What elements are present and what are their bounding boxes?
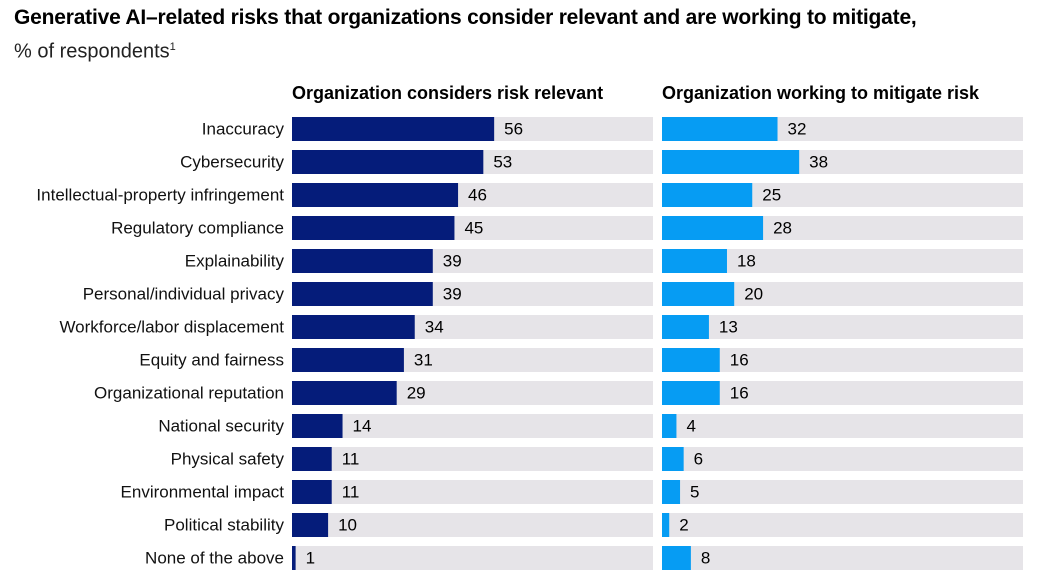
category-label-inaccuracy: Inaccuracy (202, 120, 285, 139)
bar-s1-intellectual-property-infringement (292, 183, 459, 207)
category-label-personal-individual-privacy: Personal/individual privacy (83, 285, 285, 304)
data-label-s1-physical-safety: 11 (342, 450, 360, 469)
data-label-s1-none-of-the-above: 1 (306, 549, 315, 568)
category-label-national-security: National security (158, 417, 284, 436)
bar-track-s1-physical-safety (292, 447, 653, 471)
category-label-regulatory-compliance: Regulatory compliance (111, 219, 284, 238)
data-label-s2-workforce-labor-displacement: 13 (719, 318, 738, 337)
data-label-s2-environmental-impact: 5 (690, 483, 699, 502)
bar-s2-intellectual-property-infringement (662, 183, 753, 207)
bar-s2-workforce-labor-displacement (662, 315, 709, 339)
bar-track-s1-political-stability (292, 513, 653, 537)
bar-s2-none-of-the-above (662, 546, 691, 570)
bar-s1-regulatory-compliance (292, 216, 455, 240)
bar-track-s1-environmental-impact (292, 480, 653, 504)
category-label-physical-safety: Physical safety (171, 450, 285, 469)
category-label-equity-and-fairness: Equity and fairness (139, 351, 284, 370)
series-header-2: Organization working to mitigate risk (662, 83, 980, 103)
data-label-s2-explainability: 18 (737, 252, 756, 271)
data-label-s2-personal-individual-privacy: 20 (744, 285, 763, 304)
category-label-intellectual-property-infringement: Intellectual-property infringement (36, 186, 284, 205)
category-label-none-of-the-above: None of the above (145, 549, 284, 568)
data-label-s2-national-security: 4 (686, 417, 695, 436)
bar-s2-physical-safety (662, 447, 684, 471)
category-label-workforce-labor-displacement: Workforce/labor displacement (59, 318, 284, 337)
bar-s1-cybersecurity (292, 150, 484, 174)
data-label-s2-political-stability: 2 (679, 516, 688, 535)
data-label-s1-personal-individual-privacy: 39 (443, 285, 462, 304)
data-label-s2-cybersecurity: 38 (809, 153, 828, 172)
bar-track-s2-equity-and-fairness (662, 348, 1023, 372)
data-label-s1-intellectual-property-infringement: 46 (468, 186, 487, 205)
bar-track-s2-none-of-the-above (662, 546, 1023, 570)
data-label-s1-environmental-impact: 11 (342, 483, 360, 502)
data-label-s2-regulatory-compliance: 28 (773, 219, 792, 238)
bar-track-s1-none-of-the-above (292, 546, 653, 570)
bar-track-s2-workforce-labor-displacement (662, 315, 1023, 339)
data-label-s1-equity-and-fairness: 31 (414, 351, 433, 370)
bar-s2-organizational-reputation (662, 381, 720, 405)
bar-s2-inaccuracy (662, 117, 778, 141)
category-label-environmental-impact: Environmental impact (121, 483, 285, 502)
bar-s2-regulatory-compliance (662, 216, 764, 240)
chart-subtitle-line: % of respondents1 (14, 34, 176, 65)
bar-track-s2-physical-safety (662, 447, 1023, 471)
data-label-s1-national-security: 14 (353, 417, 372, 436)
bar-track-s2-political-stability (662, 513, 1023, 537)
bar-s1-equity-and-fairness (292, 348, 404, 372)
data-label-s2-organizational-reputation: 16 (730, 384, 749, 403)
bar-s1-personal-individual-privacy (292, 282, 433, 306)
category-label-political-stability: Political stability (164, 516, 284, 535)
data-label-s1-inaccuracy: 56 (504, 120, 523, 139)
data-label-s2-intellectual-property-infringement: 25 (762, 186, 781, 205)
data-label-s1-regulatory-compliance: 45 (464, 219, 483, 238)
footnote-marker: 1 (169, 41, 176, 53)
bar-s1-national-security (292, 414, 343, 438)
data-label-s2-inaccuracy: 32 (788, 120, 807, 139)
bar-s2-political-stability (662, 513, 670, 537)
bar-track-s1-national-security (292, 414, 653, 438)
chart-title: Generative AI–related risks that organiz… (14, 6, 917, 29)
bar-track-s2-organizational-reputation (662, 381, 1023, 405)
bar-s1-none-of-the-above (292, 546, 296, 570)
data-label-s2-physical-safety: 6 (694, 450, 703, 469)
category-label-organizational-reputation: Organizational reputation (94, 384, 284, 403)
chart-subtitle: % of respondents (14, 40, 170, 63)
series-header-1: Organization considers risk relevant (292, 83, 603, 103)
bar-s1-inaccuracy (292, 117, 495, 141)
data-label-s1-political-stability: 10 (338, 516, 357, 535)
bar-track-s2-environmental-impact (662, 480, 1023, 504)
data-label-s1-organizational-reputation: 29 (407, 384, 426, 403)
category-label-cybersecurity: Cybersecurity (180, 153, 284, 172)
bar-s2-explainability (662, 249, 727, 273)
bar-s1-political-stability (292, 513, 329, 537)
bar-s2-national-security (662, 414, 677, 438)
data-label-s1-cybersecurity: 53 (493, 153, 512, 172)
bar-s2-personal-individual-privacy (662, 282, 735, 306)
bar-s1-explainability (292, 249, 433, 273)
data-label-s1-workforce-labor-displacement: 34 (425, 318, 444, 337)
bar-s1-organizational-reputation (292, 381, 397, 405)
data-label-s2-equity-and-fairness: 16 (730, 351, 749, 370)
data-label-s1-explainability: 39 (443, 252, 462, 271)
bar-s2-environmental-impact (662, 480, 681, 504)
bar-s1-environmental-impact (292, 480, 332, 504)
data-label-s2-none-of-the-above: 8 (701, 549, 710, 568)
bar-s1-physical-safety (292, 447, 332, 471)
bar-s2-equity-and-fairness (662, 348, 720, 372)
bar-s1-workforce-labor-displacement (292, 315, 415, 339)
category-label-explainability: Explainability (185, 252, 285, 271)
bar-track-s2-national-security (662, 414, 1023, 438)
bar-s2-cybersecurity (662, 150, 800, 174)
